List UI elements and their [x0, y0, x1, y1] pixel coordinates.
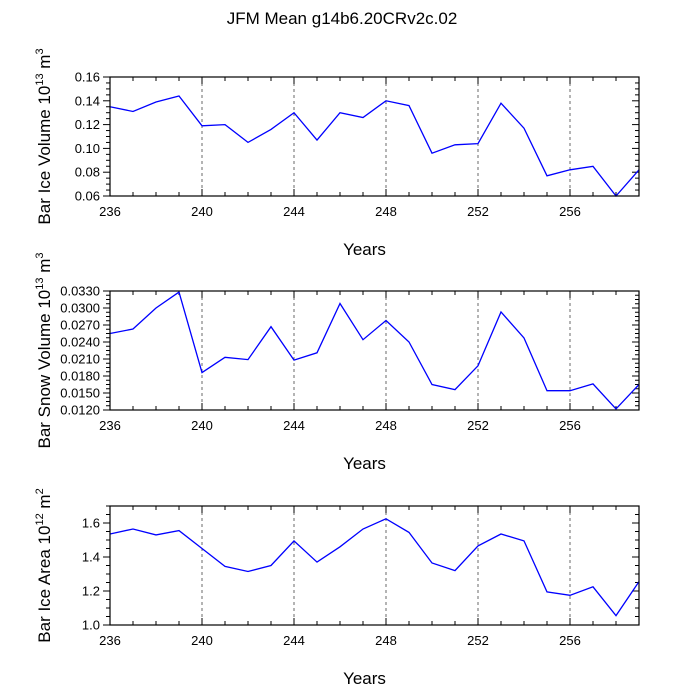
x-axis-label: Years [343, 240, 386, 259]
x-tick-label: 252 [467, 418, 489, 433]
y-axis-label-unit: m [35, 494, 54, 513]
y-axis-label-base: Bar Snow Volume 10 [35, 290, 54, 449]
x-tick-label: 244 [283, 418, 305, 433]
y-tick-label: 0.0120 [60, 403, 100, 418]
y-tick-label: 0.16 [75, 70, 100, 85]
y-tick-label: 0.08 [75, 165, 100, 180]
panel-2: 236 240 244 248 252 256 0.0120 0.0150 0.0180 0.02… [34, 252, 640, 473]
y-tick-label: 0.12 [75, 117, 100, 132]
y-tick-label: 1.2 [82, 584, 100, 599]
x-tick-label: 244 [283, 633, 305, 648]
y-axis-label-exp: 13 [34, 73, 46, 85]
x-axis-label: Years [343, 669, 386, 684]
y-tick-label: 0.0240 [60, 335, 100, 350]
y-tick-label: 0.0300 [60, 301, 100, 316]
y-axis-label: Bar Ice Volume 1013 m3 [34, 48, 54, 224]
y-tick-label: 1.6 [82, 516, 100, 531]
y-axis-label: Bar Ice Area 1012 m2 [34, 488, 54, 642]
x-tick-label: 256 [559, 418, 581, 433]
x-tick-label: 236 [99, 633, 121, 648]
y-tick-label: 0.0270 [60, 318, 100, 333]
y-axis-label-unit-exp: 3 [34, 252, 46, 258]
x-tick-label: 256 [559, 633, 581, 648]
x-tick-label: 256 [559, 204, 581, 219]
x-tick-label: 240 [191, 204, 213, 219]
x-tick-label: 240 [191, 633, 213, 648]
y-axis-label-unit: m [35, 259, 54, 278]
x-tick-label: 252 [467, 633, 489, 648]
series-line [109, 95, 640, 198]
y-tick-label: 1.4 [82, 550, 100, 565]
y-tick-label: 0.14 [75, 93, 100, 108]
y-axis-label-unit-exp: 3 [34, 48, 46, 54]
x-tick-label: 236 [99, 204, 121, 219]
y-tick-label: 0.10 [75, 141, 100, 156]
x-tick-label: 244 [283, 204, 305, 219]
x-tick-label: 248 [375, 633, 397, 648]
y-tick-label: 1.0 [82, 618, 100, 633]
x-tick-label: 236 [99, 418, 121, 433]
series-line [109, 518, 640, 617]
plot-frame [109, 505, 640, 626]
x-tick-label: 252 [467, 204, 489, 219]
y-tick-label: 0.0180 [60, 369, 100, 384]
plot-frame [109, 290, 640, 411]
y-axis-label: Bar Snow Volume 1013 m3 [34, 252, 54, 448]
series-line [109, 291, 640, 410]
x-axis-label: Years [343, 454, 386, 473]
y-axis-label-exp: 13 [34, 278, 46, 290]
plot-frame [109, 76, 640, 197]
x-tick-label: 240 [191, 418, 213, 433]
panel-1: 236 240 244 248 252 256 0.06 0.08 0.10 0.12 0.14 0.… [34, 48, 640, 259]
x-tick-label: 248 [375, 418, 397, 433]
y-tick-label: 0.0210 [60, 352, 100, 367]
x-tick-label: 248 [375, 204, 397, 219]
y-tick-label: 0.0330 [60, 284, 100, 299]
y-axis-label-unit-exp: 2 [34, 488, 46, 494]
y-axis-label-unit: m [35, 55, 54, 74]
y-axis-label-base: Bar Ice Area 10 [35, 526, 54, 643]
y-axis-label-exp: 12 [34, 513, 46, 525]
page-title: JFM Mean g14b6.20CRv2c.02 [226, 9, 458, 28]
y-tick-label: 0.0150 [60, 386, 100, 401]
y-axis-label-base: Bar Ice Volume 10 [35, 86, 54, 225]
y-tick-label: 0.06 [75, 189, 100, 204]
panel-3: 236 240 244 248 252 256 1.0 1.2 1.4 1.6 Years Bar I… [34, 488, 640, 684]
